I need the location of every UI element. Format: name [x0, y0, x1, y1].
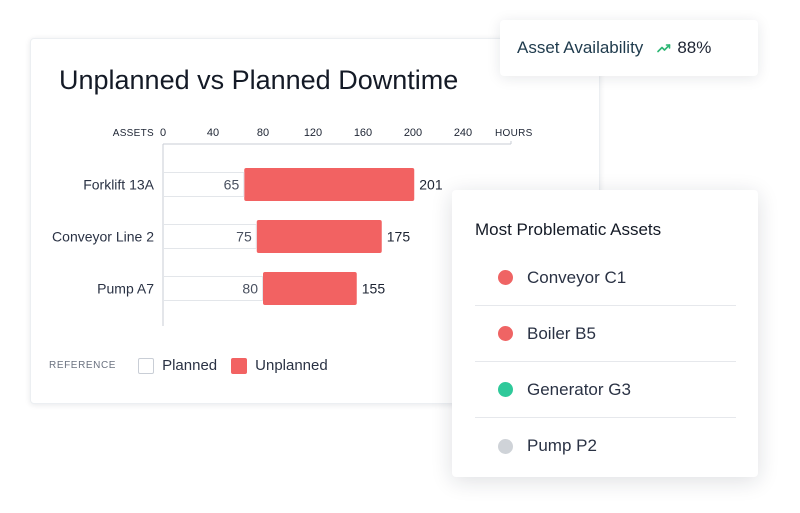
bar-unplanned	[263, 272, 357, 305]
planned-swatch	[138, 357, 155, 374]
asset-availability-card: Asset Availability 88%	[500, 20, 758, 76]
bar-planned	[163, 276, 263, 301]
asset-name: Generator G3	[527, 379, 631, 399]
x-tick-label: 120	[304, 127, 322, 139]
legend-item-unplanned: Unplanned	[231, 357, 328, 374]
status-dot	[498, 326, 513, 341]
y-axis-caption: ASSETS	[113, 128, 154, 139]
x-tick-label: 160	[354, 127, 372, 139]
kpi-label: Asset Availability	[517, 38, 644, 57]
list-item[interactable]: Generator G3	[475, 362, 736, 418]
problematic-assets-card: Most Problematic Assets Conveyor C1 Boil…	[452, 190, 758, 477]
planned-value-label: 75	[236, 229, 252, 245]
total-value-label: 175	[387, 229, 411, 245]
unplanned-swatch	[231, 357, 248, 374]
status-dot	[498, 270, 513, 285]
category-label: Conveyor Line 2	[52, 229, 154, 245]
list-item[interactable]: Pump P2	[475, 418, 736, 474]
bar-unplanned	[244, 168, 415, 201]
asset-name: Pump P2	[527, 436, 597, 455]
legend-item-planned: Planned	[138, 357, 217, 374]
legend-caption: REFERENCE	[49, 360, 117, 371]
x-tick-label: 0	[160, 127, 166, 139]
list-item[interactable]: Conveyor C1	[475, 250, 736, 306]
downtime-bar-chart: ASSETS 0 40 80 120 160 200 240 HOURS Forklift 13A…	[52, 127, 533, 326]
list-item[interactable]: Boiler B5	[475, 306, 736, 362]
category-label: Forklift 13A	[83, 177, 154, 193]
legend-label-unplanned: Unplanned	[255, 357, 328, 374]
x-tick-label: 80	[257, 127, 269, 139]
planned-value-label: 65	[224, 177, 240, 193]
total-value-label: 155	[362, 281, 386, 297]
category-label: Pump A7	[97, 281, 154, 297]
x-tick-label: 240	[454, 127, 472, 139]
asset-name: Boiler B5	[527, 323, 596, 343]
x-tick-label: 200	[404, 127, 422, 139]
legend-label-planned: Planned	[162, 357, 218, 374]
trend-up-icon	[657, 44, 671, 53]
bar-planned	[163, 172, 245, 197]
asset-list: Conveyor C1 Boiler B5 Generator G3 Pump …	[475, 250, 736, 474]
asset-name: Conveyor C1	[527, 267, 627, 287]
bar-unplanned	[256, 220, 382, 253]
x-axis-caption: HOURS	[495, 128, 533, 139]
total-value-label: 201	[419, 177, 443, 193]
planned-value-label: 80	[242, 281, 258, 297]
bar-planned	[163, 224, 257, 249]
problematic-assets-title: Most Problematic Assets	[475, 220, 662, 239]
status-dot	[498, 438, 513, 454]
x-tick-label: 40	[207, 127, 219, 139]
status-dot	[498, 382, 513, 397]
chart-title: Unplanned vs Planned Downtime	[59, 65, 459, 95]
kpi-value: 88%	[677, 38, 712, 57]
chart-legend: REFERENCE Planned Unplanned	[49, 357, 342, 374]
